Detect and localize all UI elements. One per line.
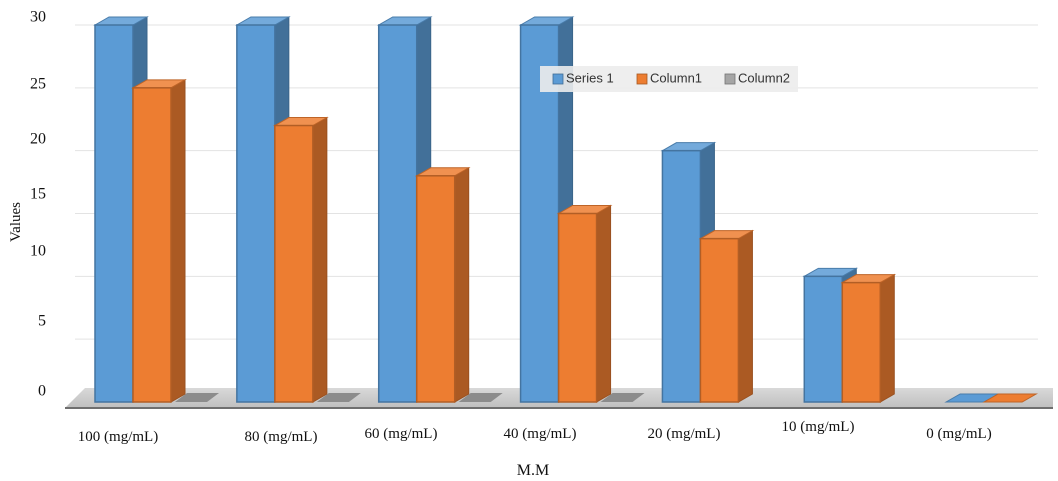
y-tick-label: 25: [30, 76, 46, 93]
legend-box: [540, 66, 798, 92]
y-tick-label: 30: [30, 9, 46, 26]
bar-column1: [272, 116, 329, 403]
x-tick-label: 40 (mg/mL): [504, 426, 577, 442]
y-tick-label: 5: [38, 313, 46, 330]
x-axis-ticks: 100 (mg/mL) 80 (mg/mL) 60 (mg/mL) 40 (mg/mL…: [78, 419, 992, 445]
y-tick-label: 20: [30, 131, 46, 148]
bar-column1: [131, 78, 187, 403]
x-tick-label: 10 (mg/mL): [782, 419, 855, 435]
bars: [93, 16, 1039, 403]
y-tick-label: 10: [30, 243, 46, 260]
bar-column1: [698, 229, 755, 403]
x-tick-label: 20 (mg/mL): [648, 426, 721, 442]
y-tick-label: 0: [38, 383, 46, 400]
x-tick-label: 80 (mg/mL): [245, 429, 318, 445]
legend-label: Series 1: [566, 70, 614, 85]
bar-column2: [458, 393, 503, 402]
legend-swatch: [636, 73, 648, 85]
bar-column2: [175, 393, 219, 402]
legend-label: Column2: [738, 70, 790, 85]
bar-column1: [840, 273, 897, 403]
bar-column2: [316, 393, 361, 402]
legend: Series 1 Column1 Column2: [540, 66, 798, 92]
x-axis-label: M.M: [517, 462, 549, 479]
bar-column1: [556, 204, 613, 403]
y-tick-label: 15: [30, 186, 46, 203]
bar-column1: [414, 166, 471, 403]
y-axis-label: Values: [8, 202, 24, 242]
bar-column1: [982, 393, 1039, 403]
x-tick-label: 60 (mg/mL): [365, 426, 438, 442]
bar-column2: [600, 393, 645, 402]
legend-swatch: [724, 73, 736, 85]
legend-swatch: [552, 73, 564, 85]
y-axis-ticks: 30 25 20 15 10 5 0: [30, 9, 46, 400]
x-tick-label: 0 (mg/mL): [926, 426, 991, 442]
x-tick-label: 100 (mg/mL): [78, 429, 158, 445]
legend-label: Column1: [650, 70, 702, 85]
